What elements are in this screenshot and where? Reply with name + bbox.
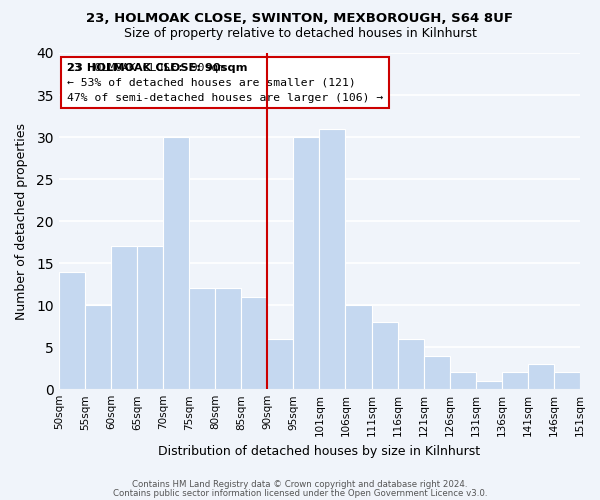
Bar: [59, 272, 85, 389]
Text: 23, HOLMOAK CLOSE, SWINTON, MEXBOROUGH, S64 8UF: 23, HOLMOAK CLOSE, SWINTON, MEXBOROUGH, …: [86, 12, 514, 26]
Bar: [502, 372, 528, 389]
Bar: [137, 246, 163, 389]
Bar: [241, 296, 267, 389]
Bar: [424, 356, 450, 389]
Bar: [398, 339, 424, 389]
Bar: [111, 246, 137, 389]
Bar: [189, 288, 215, 389]
Bar: [267, 339, 293, 389]
Bar: [319, 128, 346, 389]
Bar: [293, 137, 319, 389]
X-axis label: Distribution of detached houses by size in Kilnhurst: Distribution of detached houses by size …: [158, 444, 481, 458]
Bar: [215, 288, 241, 389]
Text: Contains HM Land Registry data © Crown copyright and database right 2024.: Contains HM Land Registry data © Crown c…: [132, 480, 468, 489]
Bar: [346, 305, 371, 389]
Text: 23 HOLMOAK CLOSE: 90sqm
← 53% of detached houses are smaller (121)
47% of semi-d: 23 HOLMOAK CLOSE: 90sqm ← 53% of detache…: [67, 63, 383, 102]
Bar: [85, 305, 111, 389]
Text: Size of property relative to detached houses in Kilnhurst: Size of property relative to detached ho…: [124, 28, 476, 40]
Text: Contains public sector information licensed under the Open Government Licence v3: Contains public sector information licen…: [113, 488, 487, 498]
Y-axis label: Number of detached properties: Number of detached properties: [15, 122, 28, 320]
Bar: [163, 137, 189, 389]
Bar: [476, 381, 502, 389]
Bar: [528, 364, 554, 389]
Text: 23 HOLMOAK CLOSE: 90sqm: 23 HOLMOAK CLOSE: 90sqm: [67, 63, 247, 118]
Bar: [450, 372, 476, 389]
Bar: [554, 372, 580, 389]
Bar: [371, 322, 398, 389]
